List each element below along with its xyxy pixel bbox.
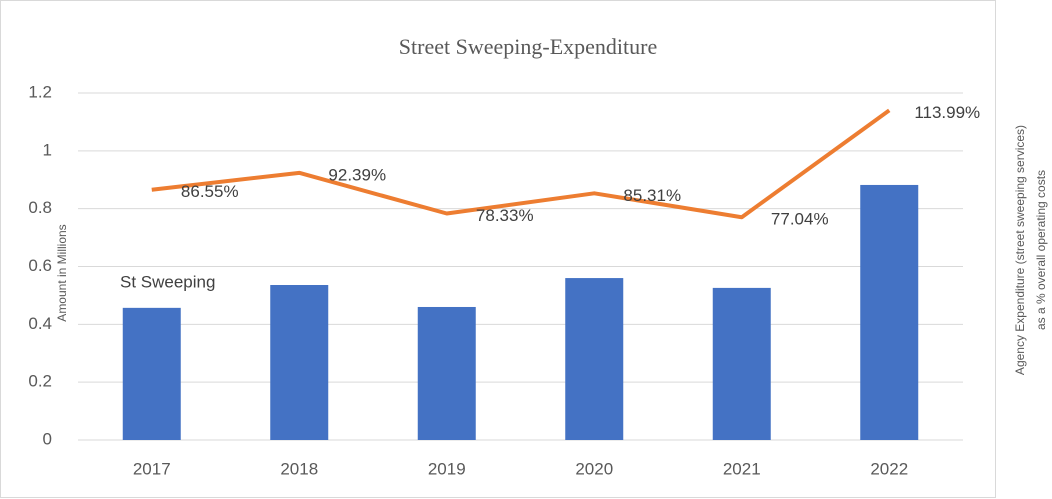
bar — [122, 307, 181, 440]
bar — [860, 184, 919, 440]
data-label: 85.31% — [623, 186, 681, 205]
x-tick-label: 2018 — [280, 459, 318, 478]
y2-axis-label: Agency Expenditure (street sweeping serv… — [1013, 125, 1027, 375]
y-tick-label: 0.8 — [28, 198, 52, 217]
bar — [712, 287, 771, 440]
y-tick-label: 0 — [43, 429, 52, 448]
data-label: 78.33% — [476, 206, 534, 225]
data-label: 86.55% — [181, 182, 239, 201]
x-tick-label: 2020 — [575, 459, 613, 478]
x-tick-label: 2017 — [133, 459, 171, 478]
y-tick-label: 0.2 — [28, 372, 52, 391]
y2-axis-label: as a % overall operating costs — [1034, 170, 1048, 330]
data-label: 113.99% — [914, 103, 980, 122]
x-tick-label: 2021 — [723, 459, 761, 478]
y-tick-label: 0.6 — [28, 256, 52, 275]
x-tick-label: 2022 — [870, 459, 908, 478]
line — [151, 108, 891, 220]
bar — [417, 306, 476, 440]
data-label: 92.39% — [328, 165, 386, 184]
chart-title: Street Sweeping-Expenditure — [399, 34, 657, 59]
bar — [270, 285, 329, 440]
y-tick-label: 0.4 — [28, 314, 52, 333]
bar — [565, 278, 624, 440]
y-axis-label: Amount in Millions — [55, 224, 69, 321]
data-label: 77.04% — [771, 210, 829, 229]
y-tick-label: 1 — [43, 140, 52, 159]
y-tick-label: 1.2 — [28, 82, 52, 101]
series-label: St Sweeping — [120, 272, 215, 291]
x-tick-label: 2019 — [428, 459, 466, 478]
